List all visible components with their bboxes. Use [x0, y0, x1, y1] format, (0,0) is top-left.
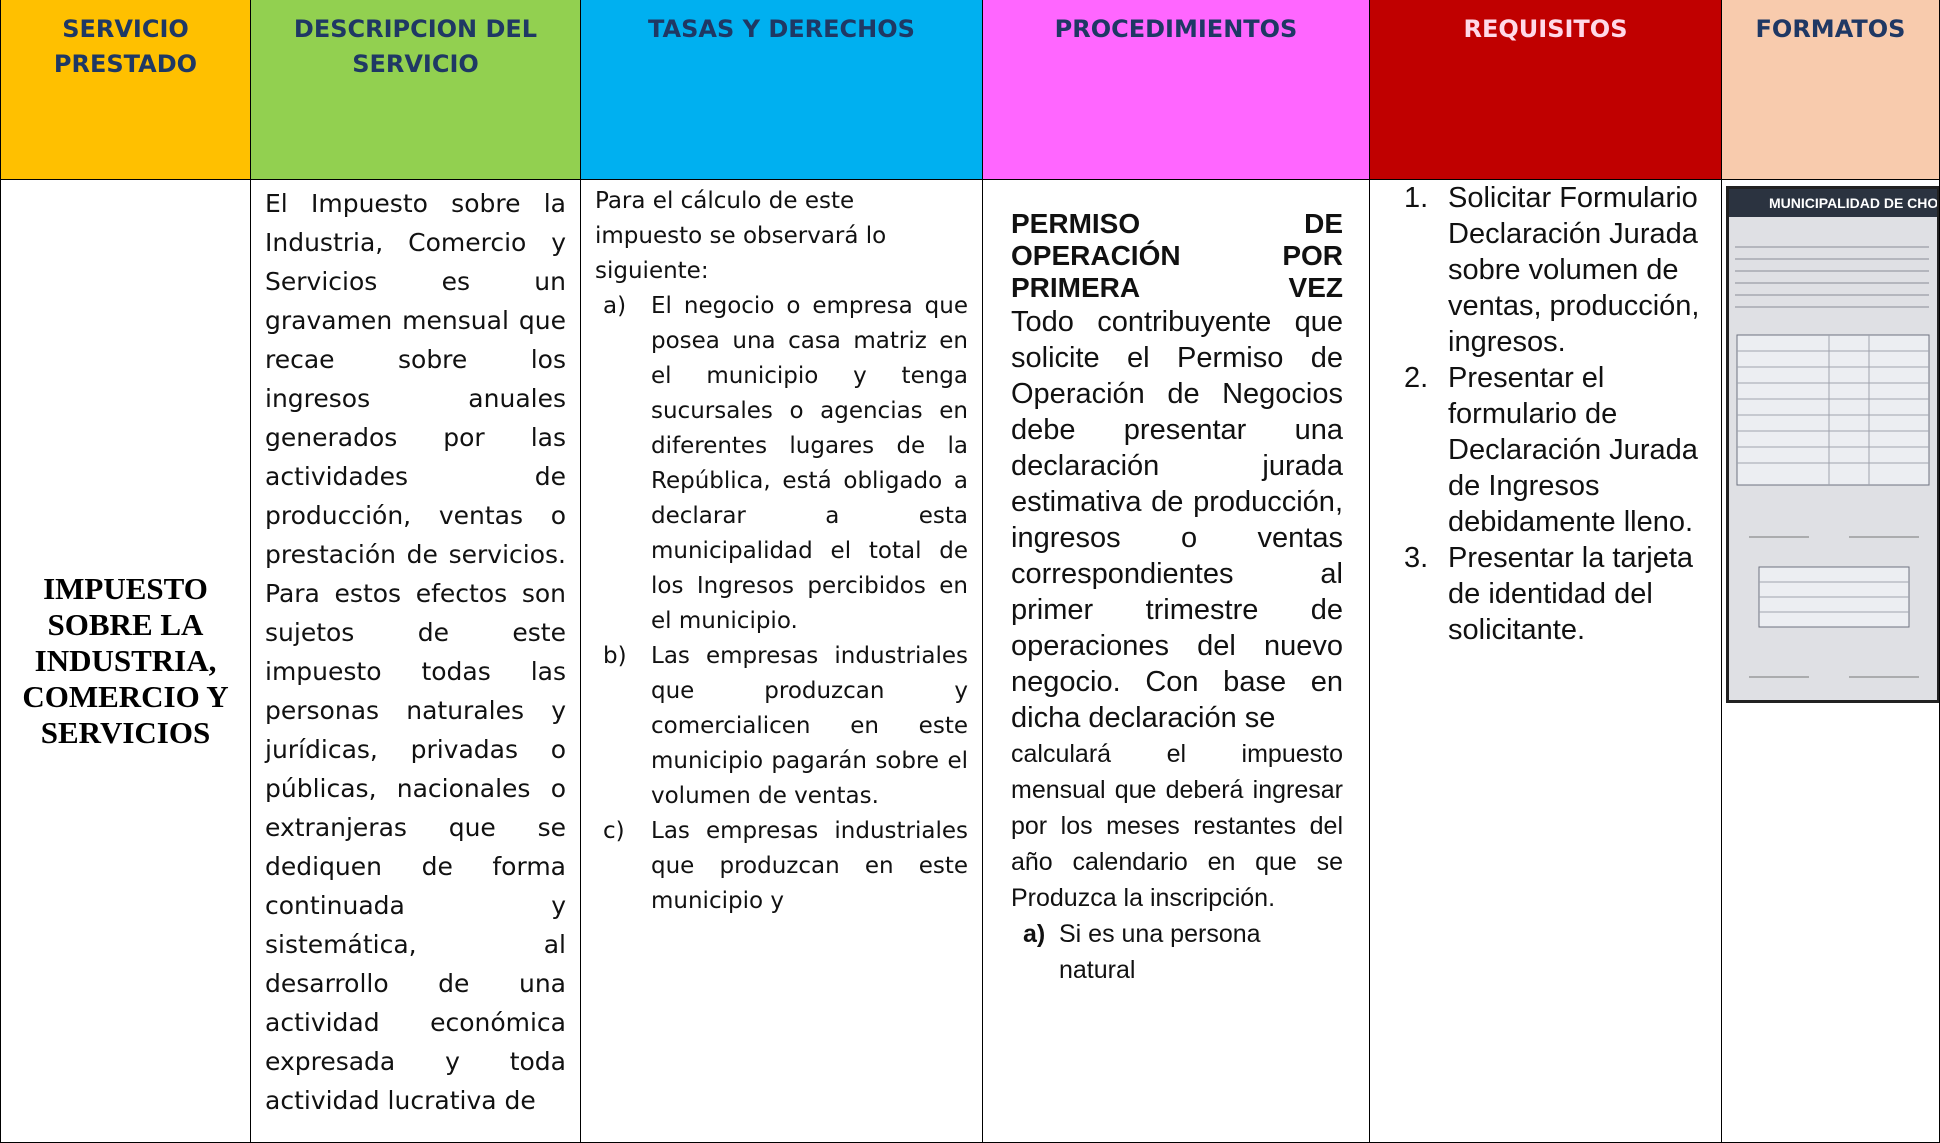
procedure-cell: PERMISO DE OPERACIÓN POR PRIMERA VEZ Tod… — [983, 180, 1370, 1143]
procedure-item: a) Si es una persona natural — [1023, 916, 1343, 988]
list-marker: c) — [603, 818, 625, 844]
list-text: Presentar el formulario de Declaración J… — [1448, 362, 1698, 538]
fees-item: a) El negocio o empresa que posea una cas… — [603, 289, 968, 639]
list-marker: b) — [603, 643, 627, 669]
header-text: TASAS Y DERECHOS — [648, 15, 915, 43]
description-text: El Impuesto sobre la Industria, Comercio… — [265, 189, 566, 1115]
list-marker: 2. — [1404, 362, 1429, 394]
header-text: REQUISITOS — [1463, 15, 1628, 43]
header-cell: DESCRIPCION DEL SERVICIO — [251, 0, 581, 180]
list-marker: a) — [1023, 920, 1046, 948]
service-name: IMPUESTO SOBRE LA INDUSTRIA, COMERCIO Y … — [22, 571, 229, 750]
service-cell: IMPUESTO SOBRE LA INDUSTRIA, COMERCIO Y … — [0, 180, 251, 1143]
formats-cell: MUNICIPALIDAD DE CHOLUTECA — [1722, 180, 1940, 1143]
procedure-list: a) Si es una persona natural — [1011, 916, 1343, 988]
fees-cell: Para el cálculo de este impuesto se obse… — [581, 180, 983, 1143]
fees-item: c) Las empresas industriales que produzca… — [603, 814, 968, 919]
form-lines — [1735, 246, 1930, 678]
list-text: Solicitar Formulario Declaración Jurada … — [1448, 182, 1700, 358]
header-cell: REQUISITOS — [1370, 0, 1722, 180]
list-text: Las empresas industriales que produzcan … — [651, 818, 968, 914]
list-text: El negocio o empresa que posea una casa … — [651, 293, 968, 634]
procedure-heading: PERMISO DE OPERACIÓN POR PRIMERA VEZ — [1011, 208, 1343, 303]
requirement-item: 3. Presentar la tarjeta de identidad del … — [1404, 540, 1701, 648]
list-marker: 3. — [1404, 542, 1429, 574]
requirement-item: 1. Solicitar Formulario Declaración Jurad… — [1404, 180, 1701, 360]
list-marker: 1. — [1404, 182, 1429, 214]
header-cell: SERVICIO PRESTADO — [0, 0, 251, 180]
fees-list: a) El negocio o empresa que posea una cas… — [595, 289, 968, 919]
list-marker: a) — [603, 293, 627, 319]
fees-intro: Para el cálculo de este impuesto se obse… — [595, 188, 887, 284]
header-text: PROCEDIMIENTOS — [1054, 15, 1298, 43]
procedure-text: calculará el impuesto mensual que deberá… — [1011, 740, 1343, 912]
header-text: SERVICIO PRESTADO — [53, 15, 198, 78]
procedure-text: Todo contribuyente que solicite el Permi… — [1011, 306, 1343, 734]
header-cell: TASAS Y DERECHOS — [581, 0, 983, 180]
list-text: Presentar la tarjeta de identidad del so… — [1448, 542, 1694, 646]
list-text: Si es una persona natural — [1059, 920, 1261, 984]
form-image: MUNICIPALIDAD DE CHOLUTECA — [1726, 186, 1939, 703]
requirements-list: 1. Solicitar Formulario Declaración Jurad… — [1370, 180, 1701, 648]
header-text: FORMATOS — [1755, 15, 1906, 43]
description-cell: El Impuesto sobre la Industria, Comercio… — [251, 180, 581, 1143]
header-text: DESCRIPCION DEL SERVICIO — [293, 15, 538, 78]
list-text: Las empresas industriales que produzcan … — [651, 643, 968, 809]
requirement-item: 2. Presentar el formulario de Declaración… — [1404, 360, 1701, 540]
header-cell: FORMATOS — [1722, 0, 1940, 180]
header-cell: PROCEDIMIENTOS — [983, 0, 1370, 180]
form-title: MUNICIPALIDAD DE CHOLUTECA — [1729, 189, 1937, 217]
fees-item: b) Las empresas industriales que produzca… — [603, 639, 968, 814]
requirements-cell: 1. Solicitar Formulario Declaración Jurad… — [1370, 180, 1722, 1143]
